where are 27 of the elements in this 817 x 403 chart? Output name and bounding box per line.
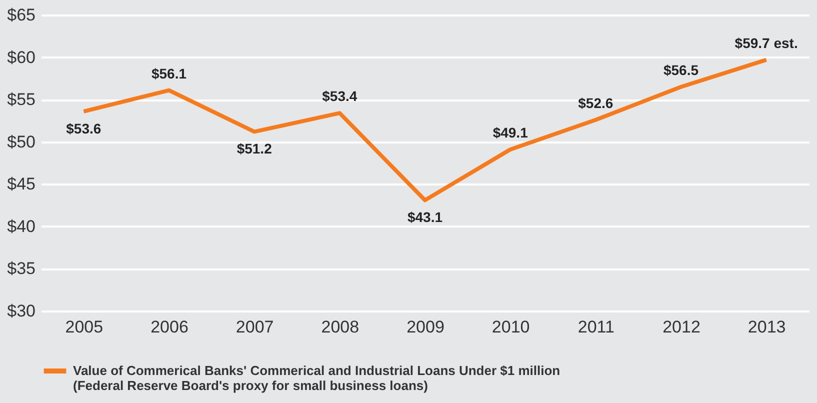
x-tick-label: 2013 (748, 318, 786, 336)
x-tick-label: 2009 (406, 318, 444, 336)
data-label: $43.1 (407, 209, 443, 226)
data-label: $52.6 (578, 94, 614, 111)
y-tick-label: $40 (7, 216, 36, 236)
y-tick-label: $55 (7, 90, 36, 110)
x-tick-label: 2010 (492, 318, 530, 336)
y-tick-label: $50 (7, 132, 36, 152)
y-tick-label: $45 (7, 174, 36, 194)
data-label: $51.2 (236, 140, 272, 157)
data-label: $59.7 est. (734, 34, 798, 51)
data-label: $56.1 (151, 65, 187, 82)
x-tick-label: 2006 (150, 318, 188, 336)
x-tick-label: 2007 (236, 318, 274, 336)
y-tick-label: $30 (7, 302, 36, 320)
x-tick-label: 2005 (65, 318, 104, 336)
legend-label: Value of Commerical Banks' Commerical and Industrial Loans Under $1 million (Federal Reserve Board's proxy for small business loans) (73, 363, 560, 393)
data-label: $53.4 (322, 88, 358, 104)
x-tick-label: 2008 (321, 318, 360, 336)
data-label: $53.6 (66, 120, 102, 136)
x-tick-label: 2011 (578, 318, 614, 336)
y-tick-label: $60 (7, 48, 36, 67)
y-tick-label: $35 (7, 259, 36, 278)
data-label: $49.1 (492, 124, 528, 140)
x-tick-label: 2012 (662, 318, 700, 336)
y-tick-label: $65 (7, 6, 36, 24)
data-label: $56.5 (663, 62, 699, 78)
